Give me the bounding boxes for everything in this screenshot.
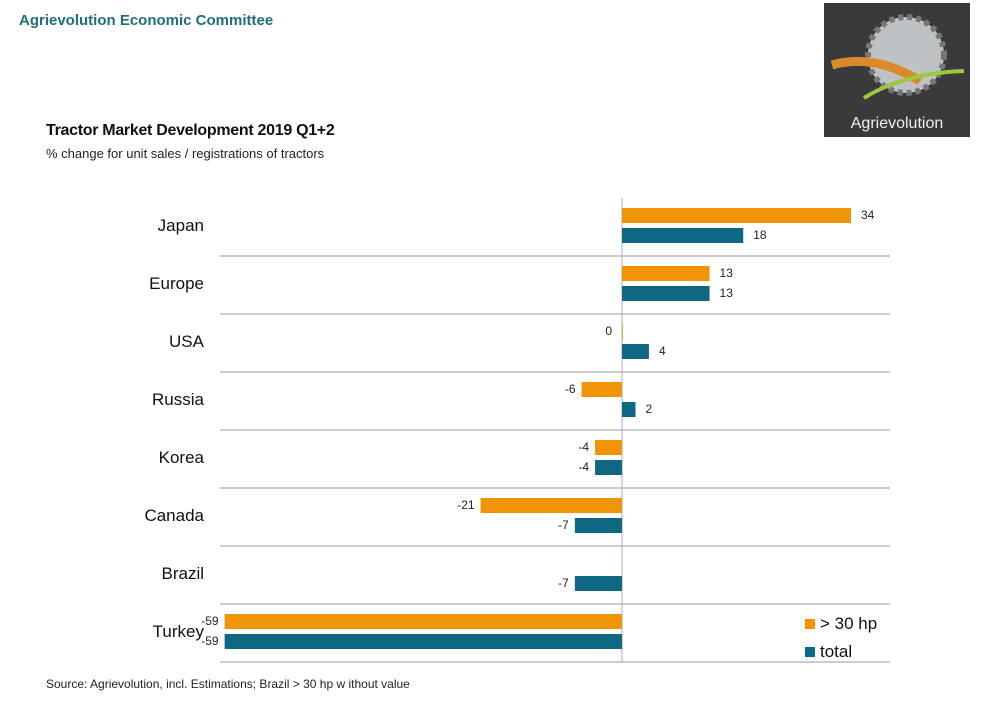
chart-subtitle: % change for unit sales / registrations … (46, 146, 325, 161)
category-label: Russia (152, 390, 205, 409)
legend-item-30hp: > 30 hp (805, 610, 877, 638)
bar-30hp (622, 324, 623, 339)
bar-30hp (480, 498, 622, 513)
bar-total (622, 286, 710, 301)
bar-total (224, 634, 622, 649)
data-label: 4 (659, 344, 666, 358)
data-label: 13 (720, 286, 734, 300)
legend-label: > 30 hp (820, 614, 878, 633)
bar-30hp (224, 614, 622, 629)
data-label: -4 (578, 460, 589, 474)
legend-swatch (805, 619, 815, 629)
data-label: 34 (861, 208, 875, 222)
bar-total (595, 460, 622, 475)
bar-30hp (622, 208, 851, 223)
data-label: -6 (565, 382, 576, 396)
data-label: -4 (578, 440, 589, 454)
bar-total (574, 518, 622, 533)
legend: > 30 hp total (805, 610, 877, 666)
bar-30hp (581, 382, 622, 397)
bar-total (622, 402, 636, 417)
category-label: Turkey (153, 622, 205, 641)
logo-text: Agrievolution (850, 115, 944, 132)
data-label: -7 (558, 518, 569, 532)
category-label: Brazil (161, 564, 204, 583)
bar-total (574, 576, 622, 591)
globe-wheat-icon (830, 14, 965, 100)
category-label: USA (169, 332, 205, 351)
data-label: 13 (720, 266, 734, 280)
data-label: -59 (201, 634, 219, 648)
data-label: -59 (201, 614, 219, 628)
legend-item-total: total (805, 638, 877, 666)
bar-30hp (595, 440, 622, 455)
data-label: -21 (457, 498, 475, 512)
category-label: Japan (158, 216, 204, 235)
org-header: Agrievolution Economic Committee (19, 12, 274, 29)
data-label: 0 (605, 324, 612, 338)
category-label: Europe (149, 274, 204, 293)
bar-total (622, 228, 744, 243)
data-label: 2 (645, 402, 652, 416)
chart-title: Tractor Market Development 2019 Q1+2 (46, 122, 335, 139)
category-label: Korea (159, 448, 205, 467)
agrievolution-logo: Agrievolution (824, 3, 970, 137)
bar-total (622, 344, 649, 359)
data-label: -7 (558, 576, 569, 590)
bar-30hp (622, 266, 710, 281)
legend-label: total (820, 642, 853, 661)
legend-swatch (805, 647, 815, 657)
data-label: 18 (753, 228, 767, 242)
source-note: Source: Agrievolution, incl. Estimations… (46, 677, 410, 691)
category-label: Canada (144, 506, 204, 525)
